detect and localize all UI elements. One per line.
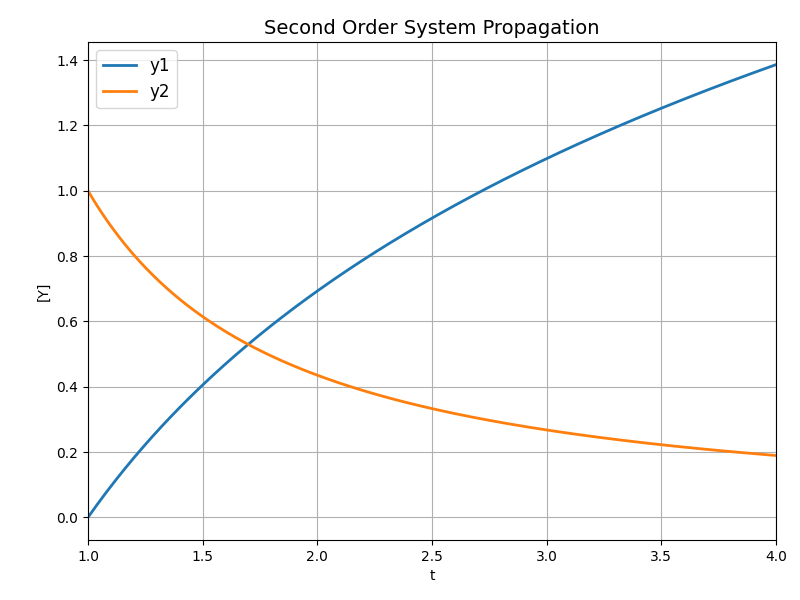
- y1: [771, 61, 781, 68]
- y2: [493, 418, 502, 425]
- y1: [663, 102, 673, 109]
- y1: [83, 514, 93, 521]
- y1: [493, 179, 502, 187]
- y2: [86, 191, 95, 198]
- y2: [504, 420, 514, 427]
- y1: [706, 85, 716, 92]
- Legend: y1, y2: y1, y2: [96, 50, 177, 108]
- Y-axis label: [Y]: [Y]: [37, 281, 50, 301]
- y1: [504, 173, 514, 181]
- Title: Second Order System Propagation: Second Order System Propagation: [264, 19, 600, 38]
- y1: [490, 181, 500, 188]
- y2: [771, 452, 781, 459]
- y2: [663, 442, 673, 449]
- X-axis label: t: t: [430, 569, 434, 583]
- Line: y1: y1: [88, 65, 776, 517]
- y2: [490, 418, 500, 425]
- y1: [86, 511, 95, 518]
- Line: y2: y2: [88, 191, 776, 455]
- y2: [83, 187, 93, 194]
- y2: [706, 446, 716, 454]
